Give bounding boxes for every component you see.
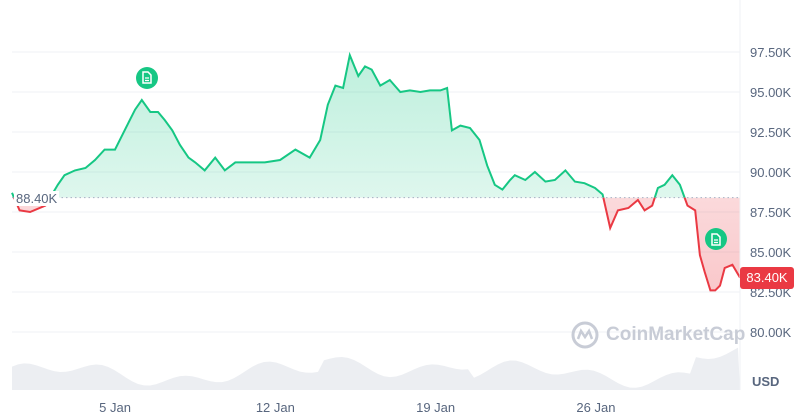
document-icon [141,71,152,84]
event-marker[interactable] [705,228,728,251]
current-price-label: 83.40K [740,267,794,289]
price-line-up [11,51,686,198]
watermark-text: CoinMarketCap [606,324,746,345]
reference-price-label: 88.40K [14,191,60,206]
currency-label: USD [752,374,780,389]
coinmarketcap-watermark: CoinMarketCap [570,320,745,350]
coinmarketcap-logo-icon [571,321,599,349]
y-tick-label: 92.50K [750,125,792,140]
x-tick-label: 12 Jan [256,400,295,414]
volume-area [12,347,740,390]
y-tick-label: 80.00K [750,325,792,340]
y-tick-label: 85.00K [750,245,792,260]
y-tick-label: 97.50K [750,45,792,60]
document-icon [711,232,721,246]
event-marker[interactable] [135,66,158,89]
x-tick-label: 19 Jan [416,400,455,414]
y-tick-label: 90.00K [750,165,792,180]
price-line-down [12,197,740,292]
area-above-reference [12,55,740,198]
x-tick-label: 5 Jan [99,400,131,414]
y-tick-label: 87.50K [750,205,792,220]
y-tick-label: 95.00K [750,85,792,100]
x-tick-label: 26 Jan [576,400,615,414]
